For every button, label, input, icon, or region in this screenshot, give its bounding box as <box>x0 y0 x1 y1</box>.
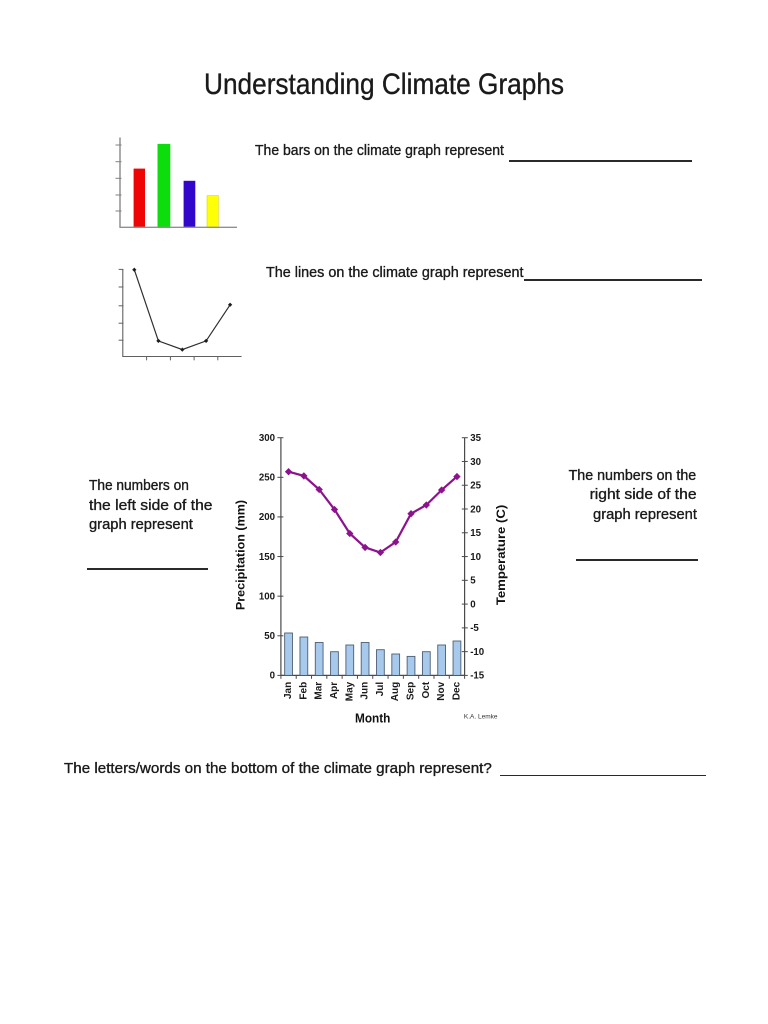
svg-text:15: 15 <box>470 528 481 539</box>
svg-text:10: 10 <box>470 552 481 563</box>
svg-text:Mar: Mar <box>314 682 325 700</box>
svg-text:Month: Month <box>355 712 390 726</box>
svg-text:50: 50 <box>264 631 275 642</box>
svg-text:5: 5 <box>470 576 476 587</box>
svg-text:Temperature (C): Temperature (C) <box>496 505 508 606</box>
svg-text:Jan: Jan <box>283 682 294 699</box>
svg-text:25: 25 <box>470 481 481 492</box>
svg-text:-15: -15 <box>470 671 485 682</box>
svg-text:Oct: Oct <box>421 681 432 698</box>
svg-text:Dec: Dec <box>451 681 462 700</box>
svg-text:200: 200 <box>259 512 275 523</box>
svg-text:Sep: Sep <box>406 682 417 700</box>
svg-text:Jun: Jun <box>360 682 371 700</box>
svg-text:20: 20 <box>470 504 481 515</box>
svg-text:35: 35 <box>470 433 481 444</box>
svg-text:Aug: Aug <box>390 682 401 701</box>
svg-text:K.A. Lemke: K.A. Lemke <box>464 714 498 721</box>
svg-text:Jul: Jul <box>375 682 386 697</box>
svg-text:150: 150 <box>259 552 275 563</box>
svg-text:May: May <box>344 681 355 701</box>
svg-text:0: 0 <box>270 671 275 682</box>
svg-text:250: 250 <box>259 473 275 484</box>
svg-text:Feb: Feb <box>298 682 309 700</box>
svg-text:-5: -5 <box>470 623 479 634</box>
svg-text:300: 300 <box>259 433 275 444</box>
svg-text:Nov: Nov <box>436 681 447 700</box>
svg-text:-10: -10 <box>470 647 484 658</box>
svg-text:0: 0 <box>470 599 475 610</box>
svg-text:30: 30 <box>470 457 481 468</box>
svg-text:Apr: Apr <box>329 682 340 699</box>
svg-text:Precipitation (mm): Precipitation (mm) <box>236 500 248 610</box>
svg-text:100: 100 <box>259 591 275 602</box>
